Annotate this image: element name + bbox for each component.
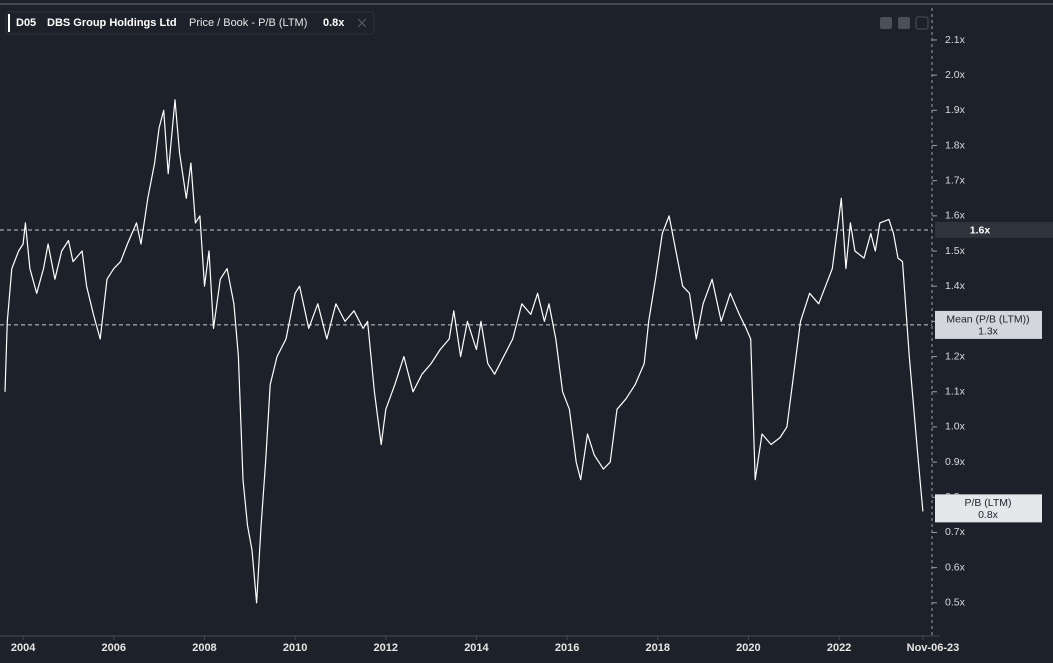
y-tick-label: 1.7x xyxy=(945,174,966,186)
current-value: 0.8x xyxy=(323,17,345,29)
x-tick-label: Nov-06-23 xyxy=(907,642,960,654)
y-tick-label: 1.0x xyxy=(945,421,966,433)
y-tick-label: 0.5x xyxy=(945,597,966,609)
reference-value: 1.6x xyxy=(970,225,991,237)
reference-label-box xyxy=(935,221,1053,238)
y-tick-label: 0.6x xyxy=(945,561,966,573)
last-value-label: 0.8x xyxy=(978,509,999,521)
y-tick-label: 1.9x xyxy=(945,104,966,116)
y-tick-label: 1.5x xyxy=(945,245,966,257)
x-tick-label: 2022 xyxy=(827,642,851,654)
header-box xyxy=(5,11,375,35)
close-icon[interactable] xyxy=(357,18,367,28)
y-tick-label: 0.9x xyxy=(945,456,966,468)
y-tick-label: 0.7x xyxy=(945,526,966,538)
reference-name: Mean (P/B (LTM)) xyxy=(946,314,1029,326)
x-tick-label: 2004 xyxy=(11,642,36,654)
x-tick-label: 2008 xyxy=(192,642,216,654)
up-icon[interactable] xyxy=(880,17,892,29)
reference-value: 1.3x xyxy=(978,326,999,338)
down-icon[interactable] xyxy=(898,17,910,29)
metric: Price / Book - P/B (LTM) xyxy=(189,17,307,29)
y-tick-label: 1.8x xyxy=(945,139,966,151)
y-tick-label: 2.1x xyxy=(945,34,966,46)
y-tick-label: 1.1x xyxy=(945,386,966,398)
x-tick-label: 2016 xyxy=(555,642,579,654)
x-tick-label: 2006 xyxy=(102,642,126,654)
x-tick-label: 2018 xyxy=(646,642,670,654)
y-tick-label: 2.0x xyxy=(945,69,966,81)
x-tick-label: 2010 xyxy=(283,642,307,654)
last-value-name: P/B (LTM) xyxy=(964,497,1011,509)
last-value-box xyxy=(935,494,1042,523)
expand-icon[interactable] xyxy=(915,16,929,30)
company: DBS Group Holdings Ltd xyxy=(47,17,177,29)
ticker: D05 xyxy=(16,17,36,29)
reference-label-box xyxy=(935,310,1042,339)
y-tick-label: 1.2x xyxy=(945,350,966,362)
x-tick-label: 2014 xyxy=(464,642,489,654)
y-tick-label: 1.6x xyxy=(945,210,966,222)
series-line xyxy=(4,99,924,604)
x-tick-label: 2020 xyxy=(736,642,760,654)
y-tick-label: 1.4x xyxy=(945,280,966,292)
x-tick-label: 2012 xyxy=(374,642,398,654)
